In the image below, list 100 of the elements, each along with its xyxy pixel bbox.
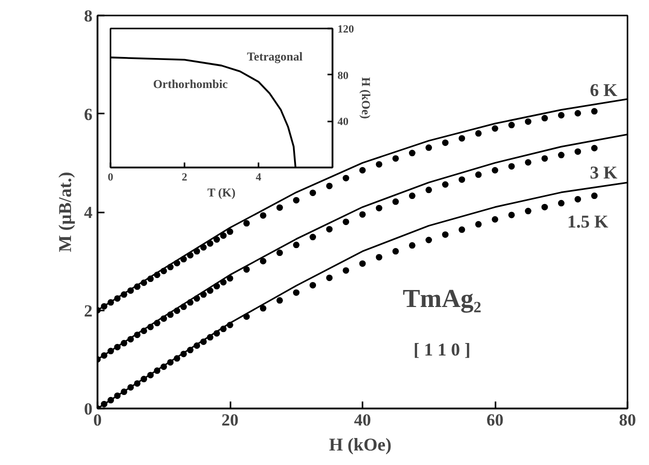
point	[214, 330, 220, 337]
point	[220, 232, 227, 239]
point	[359, 211, 366, 218]
point	[558, 112, 564, 118]
point	[140, 376, 148, 382]
point	[154, 320, 160, 326]
point	[392, 248, 399, 255]
point	[591, 144, 598, 152]
point	[140, 279, 148, 286]
point	[147, 372, 154, 378]
annotation: 6 K	[590, 80, 618, 100]
point	[408, 150, 416, 156]
annotation: 3 K	[590, 162, 618, 183]
point	[134, 380, 140, 387]
point	[376, 204, 382, 212]
point	[426, 186, 432, 194]
point	[134, 283, 140, 290]
point	[167, 311, 174, 318]
annotation: Orthorhombic	[153, 77, 228, 92]
point	[206, 240, 214, 247]
point	[475, 130, 482, 137]
point	[558, 152, 564, 158]
point	[108, 396, 114, 404]
point	[574, 110, 582, 117]
point	[180, 304, 187, 310]
point	[243, 220, 250, 227]
y-tick-label: 80	[338, 70, 349, 82]
point	[475, 221, 482, 228]
point	[167, 359, 174, 366]
point	[167, 264, 174, 270]
point	[127, 384, 134, 391]
point	[260, 258, 266, 264]
point	[100, 400, 108, 408]
point	[310, 234, 316, 240]
point	[524, 208, 532, 214]
point	[310, 190, 316, 196]
point	[120, 340, 128, 346]
point	[206, 287, 214, 294]
point	[147, 276, 154, 282]
annotation: TmAg₂	[402, 284, 482, 313]
point	[108, 348, 114, 354]
x-tick-label: 2	[182, 172, 188, 184]
point	[359, 260, 366, 267]
point	[541, 155, 548, 162]
point	[260, 305, 266, 312]
point	[194, 248, 200, 255]
point	[276, 204, 283, 211]
x-tick-label: 60	[486, 410, 504, 430]
point	[408, 242, 416, 249]
point	[154, 367, 160, 374]
point	[160, 268, 167, 274]
point	[187, 346, 194, 354]
point	[200, 244, 207, 251]
point	[194, 342, 200, 349]
y-tick-label: 120	[338, 24, 354, 36]
point	[127, 336, 134, 342]
point	[276, 297, 283, 304]
point	[342, 267, 350, 274]
point	[174, 307, 180, 314]
point	[200, 338, 207, 345]
y-tick-label: 8	[84, 6, 92, 26]
x-tick-label: 40	[354, 410, 371, 430]
point	[508, 163, 515, 170]
point	[426, 144, 432, 151]
point	[392, 155, 399, 162]
point	[492, 216, 498, 223]
point	[326, 226, 333, 232]
point	[574, 148, 582, 155]
point	[276, 250, 283, 256]
point	[574, 196, 582, 202]
annotation: Tetragonal	[247, 49, 304, 64]
point	[194, 295, 200, 302]
point	[108, 299, 114, 306]
point	[100, 303, 108, 310]
point	[558, 200, 564, 206]
point	[200, 291, 207, 298]
point	[326, 182, 333, 190]
y-tick-label: 4	[84, 203, 93, 222]
point	[114, 295, 121, 302]
point	[591, 192, 598, 200]
point	[243, 266, 250, 273]
point	[160, 315, 167, 322]
point	[442, 181, 449, 188]
point	[147, 324, 154, 330]
point	[524, 159, 532, 166]
x-tick-label: 80	[619, 410, 636, 430]
point	[187, 252, 194, 258]
point	[359, 167, 366, 174]
point	[392, 198, 399, 205]
point	[226, 228, 234, 235]
point	[226, 322, 234, 328]
point	[541, 114, 548, 122]
point	[508, 212, 515, 218]
point	[127, 287, 134, 294]
annotation: 1.5 K	[567, 211, 608, 232]
point	[214, 282, 220, 290]
point	[114, 392, 121, 399]
point	[508, 122, 515, 128]
point	[458, 135, 466, 142]
y-tick-label: 6	[84, 104, 92, 124]
